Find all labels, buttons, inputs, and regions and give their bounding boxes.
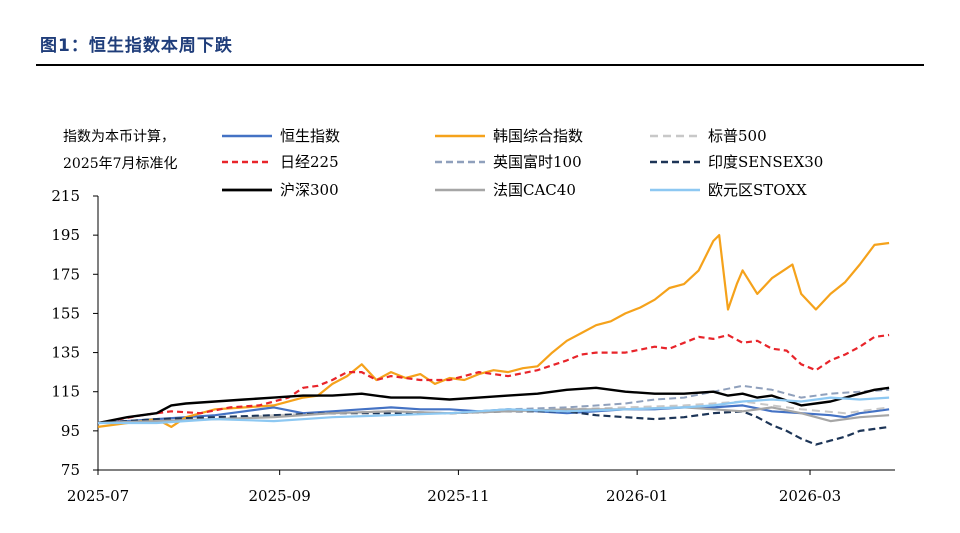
- y-tick-label: 95: [61, 422, 80, 440]
- legend-label-3: 标普500: [708, 127, 767, 145]
- y-tick-label: 155: [51, 304, 80, 322]
- x-tick-label: 2026-03: [779, 487, 841, 505]
- legend-label-1: 恒生指数: [280, 127, 340, 145]
- chart-note-line: 2025年7月标准化: [63, 156, 178, 172]
- y-tick-label: 215: [51, 187, 80, 205]
- series-line-2: [97, 234, 890, 428]
- series-line-9: [98, 396, 890, 425]
- legend-label-8: 法国CAC40: [493, 181, 576, 199]
- legend-label-4: 日经225: [280, 153, 339, 171]
- page-title: 图1：恒生指数本周下跌: [40, 36, 233, 56]
- series-line-7: [97, 386, 890, 425]
- series-lines: [97, 234, 890, 446]
- x-tick-label: 2026-01: [606, 487, 668, 505]
- legend-label-7: 沪深300: [280, 181, 339, 199]
- y-tick-label: 195: [51, 226, 80, 244]
- axes: 215 195 175 155 135 115 95 75 2025-07 2025-09 2025…: [51, 187, 895, 505]
- chart-note-line: 指数为本币计算，: [63, 129, 175, 145]
- y-tick-label: 75: [61, 461, 80, 479]
- y-tick-label: 135: [51, 344, 80, 362]
- legend-label-5: 英国富时100: [493, 153, 582, 171]
- series-line-5: [97, 384, 890, 424]
- x-tick-label: 2025-11: [427, 487, 489, 505]
- legend: 恒生指数 韩国综合指数 标普500 日经225 英国富时100 印度SENSEX30 沪深3…: [222, 127, 823, 199]
- x-tick-label: 2025-09: [248, 487, 310, 505]
- y-tick-label: 175: [51, 265, 80, 283]
- series-line-4: [97, 333, 890, 425]
- x-tick-label: 2025-07: [67, 487, 129, 505]
- legend-label-2: 韩国综合指数: [493, 127, 583, 145]
- chart-note: 指数为本币计算， 2025年7月标准化: [63, 129, 178, 172]
- title-rule: [36, 64, 924, 66]
- legend-label-9: 欧元区STOXX: [708, 181, 807, 199]
- legend-label-6: 印度SENSEX30: [708, 153, 823, 171]
- y-tick-label: 115: [51, 383, 80, 401]
- series-line-6: [97, 410, 890, 446]
